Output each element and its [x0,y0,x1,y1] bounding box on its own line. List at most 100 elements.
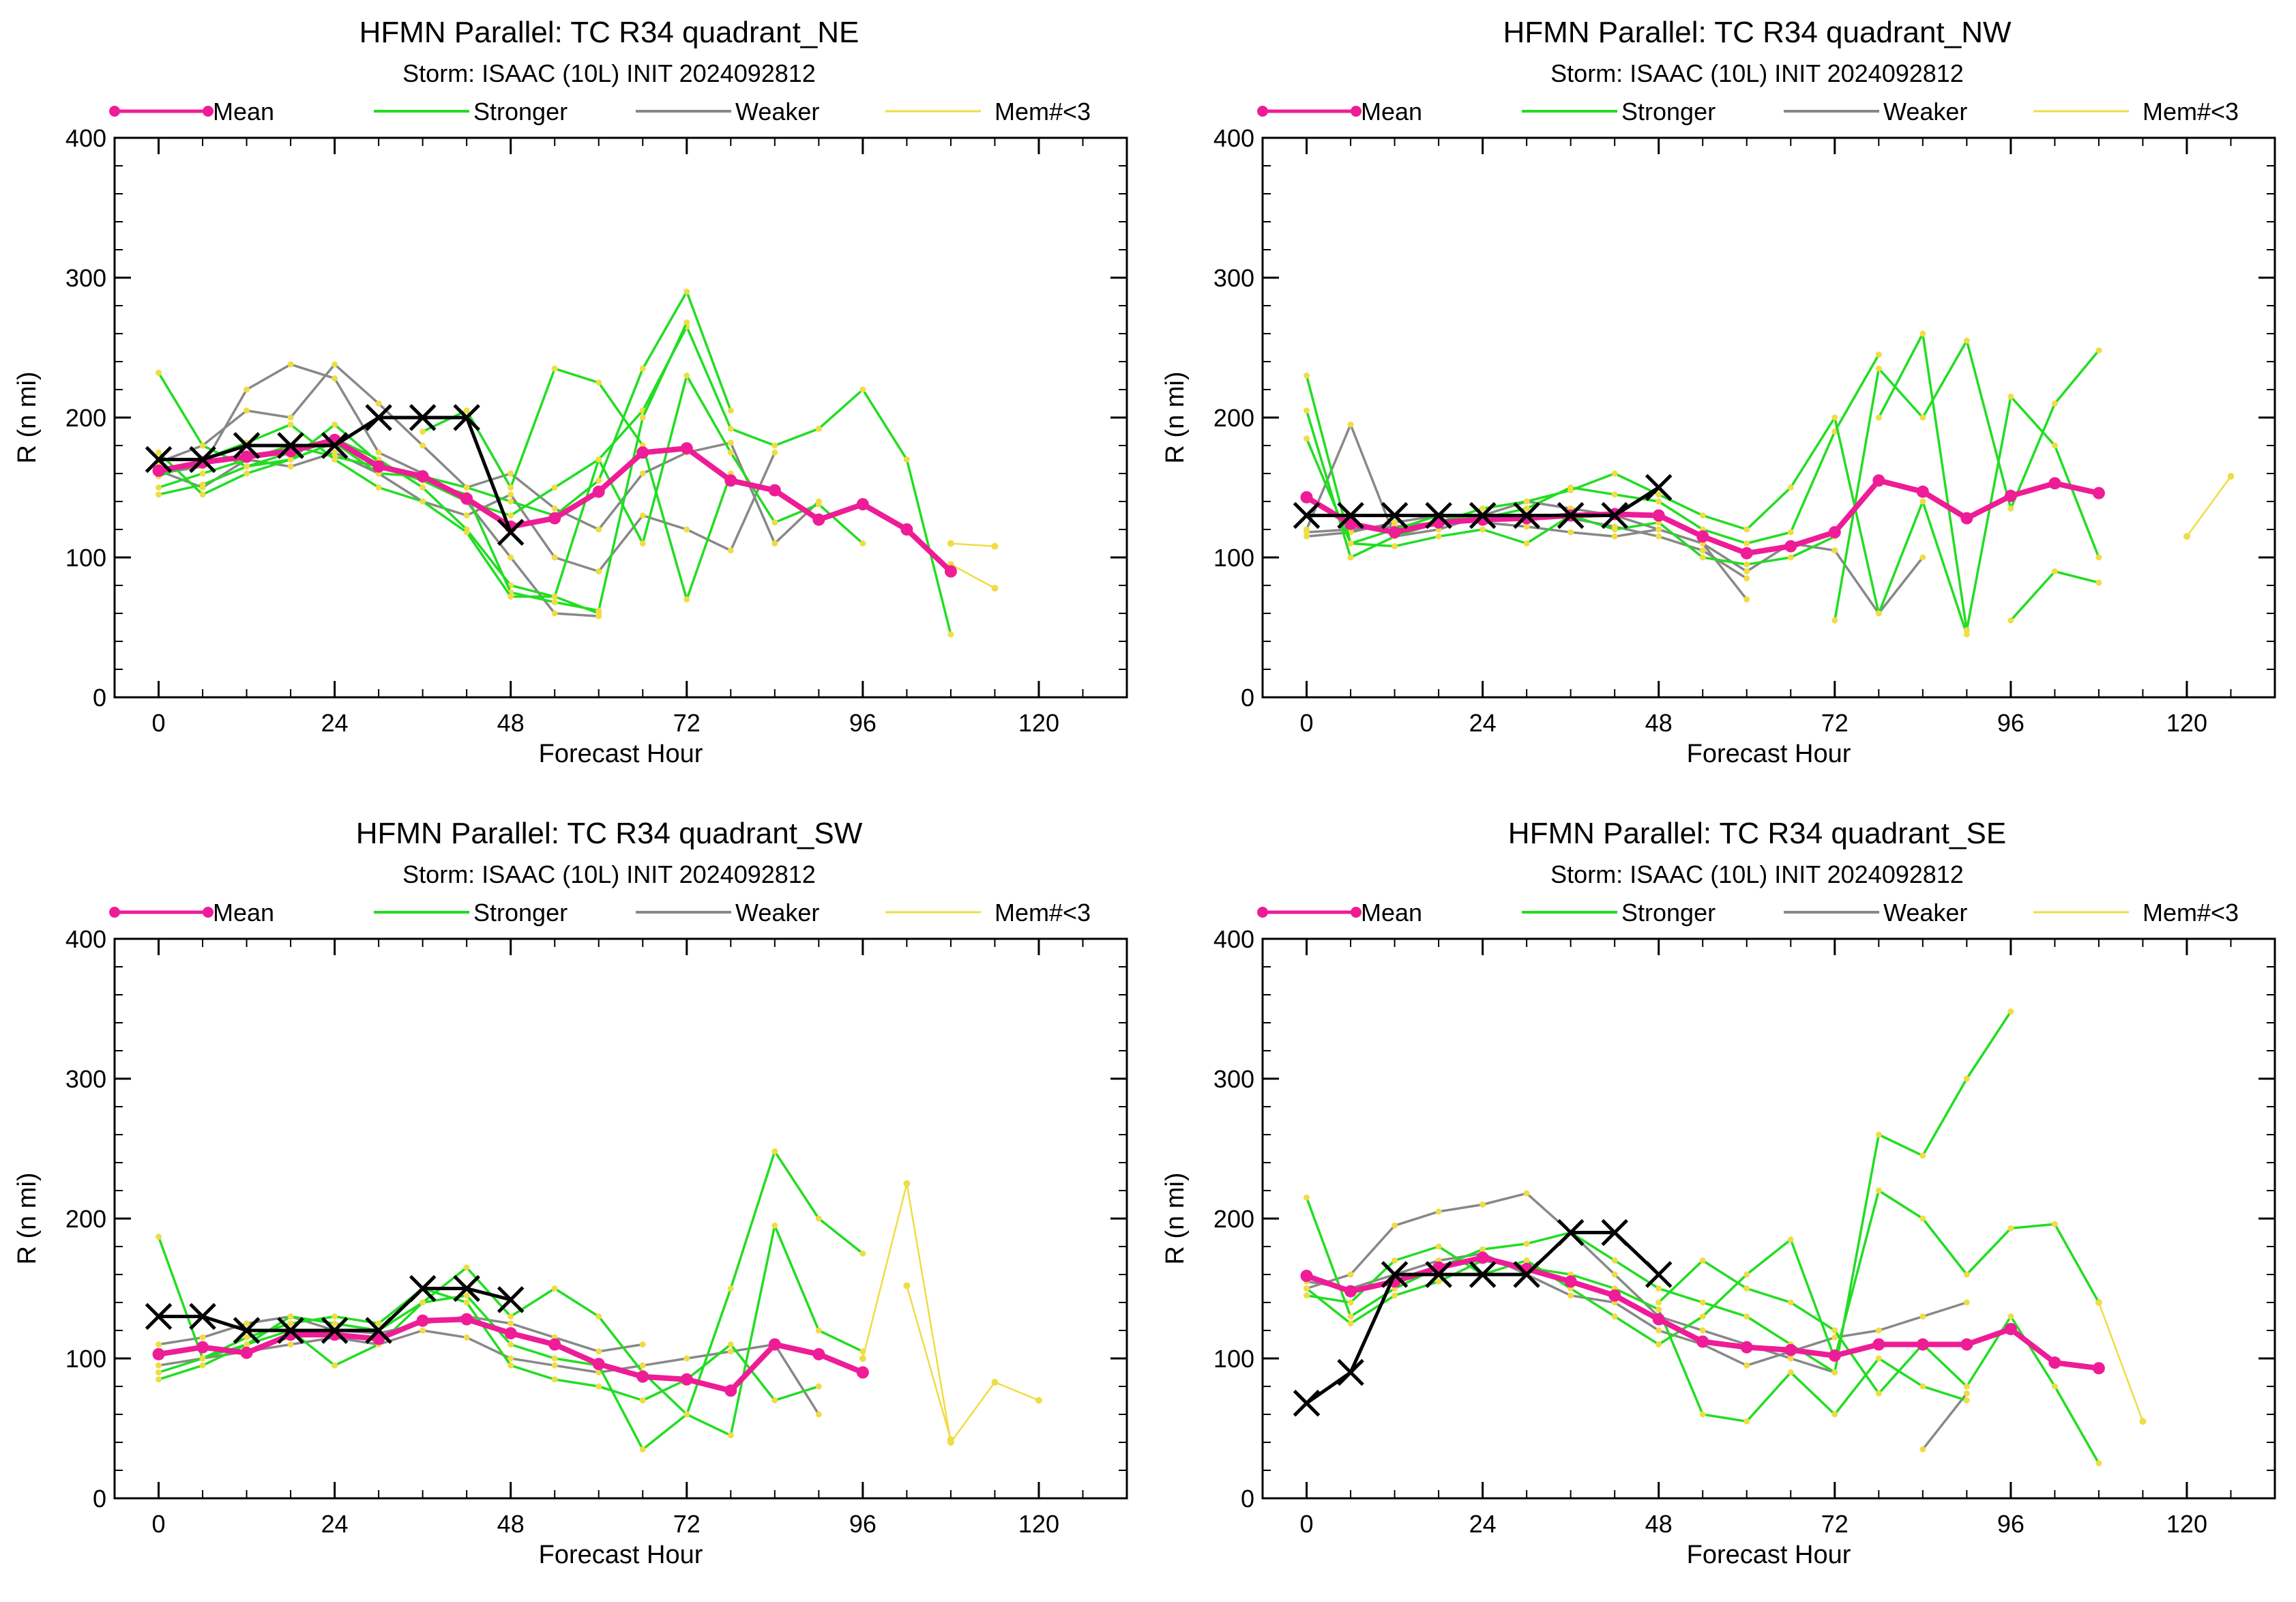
chart-0-mean-point [856,498,869,511]
chart-0-y-tick-label: 0 [93,684,106,712]
chart-0-stronger-point [595,379,602,386]
chart-3-legend-label-mean: Mean [1361,899,1422,927]
chart-1-stronger-point [2051,400,2058,407]
chart-2-legend-label-mean: Mean [213,899,274,927]
chart-3-stronger-point [1699,1299,1706,1306]
chart-0-weaker-point [244,386,250,393]
chart-2-mean-point [196,1341,209,1354]
chart-0-x-axis-label: Forecast Hour [539,740,703,768]
chart-0-weaker-point [639,470,646,477]
chart-2-legend-marker-mean [109,907,120,918]
chart-2-weaker-point [507,1355,514,1362]
panel-r34-quadrant-ne: HFMN Parallel: TC R34 quadrant_NE Storm: … [13,16,1128,768]
chart-1-stronger-point [1743,526,1750,533]
chart-0-stronger-point [507,498,514,505]
chart-1-weaker-point [1304,533,1310,540]
chart-0-observed-x-marker [145,446,173,474]
chart-3-stronger-line-4 [1658,1259,2100,1464]
chart-1-x-tick-label: 96 [1997,709,2025,737]
chart-3-weaker-point [1699,1327,1706,1334]
chart-2-mean-point [768,1338,781,1351]
chart-1-y-tick-label: 100 [1213,544,1254,572]
chart-3-stronger-point [1743,1313,1750,1320]
chart-2-stronger-point [332,1320,338,1327]
chart-3-mean-point [1960,1338,1973,1351]
chart-1-legend-label-mean: Mean [1361,98,1422,126]
chart-3-weaker-point [1347,1271,1354,1278]
chart-1-x-tick-label: 0 [1300,709,1314,737]
chart-3-stronger-point [1787,1299,1794,1306]
chart-1-legend-label-few: Mem#<3 [2143,98,2239,126]
chart-3-x-axis-label: Forecast Hour [1687,1541,1851,1569]
chart-0-weaker-point [639,512,646,519]
chart-2-stronger-point [332,1313,338,1320]
chart-1-y-tick-label: 300 [1213,264,1254,292]
chart-2-stronger-point [463,1292,470,1299]
chart-2-y-axis-label: R (n mi) [13,1172,42,1264]
chart-2-weaker-point [639,1362,646,1369]
chart-1-y-tick-label: 0 [1241,684,1254,712]
chart-0-stronger-point [420,428,426,435]
chart-2-stronger-point [463,1299,470,1306]
chart-2-few-members-point [903,1282,911,1290]
chart-1-weaker-point [1304,529,1310,536]
chart-1-legend-marker-mean [1257,106,1268,117]
chart-0-stronger-point [815,501,822,508]
chart-0-stronger-point [463,484,470,491]
chart-1-stronger-point [1568,487,1574,494]
chart-3-title: HFMN Parallel: TC R34 quadrant_SE [1508,817,2006,850]
chart-2-x-axis-label: Forecast Hour [539,1541,703,1569]
chart-2-stronger-point [244,1334,250,1341]
chart-2-stronger-point [771,1222,778,1229]
chart-3-weaker-point [1919,1446,1926,1453]
chart-0-stronger-point [507,484,514,491]
chart-1-stronger-point [1831,428,1838,435]
chart-0-weaker-point [683,526,690,533]
chart-2-mean-point [240,1346,253,1359]
chart-2-stronger-point [199,1362,206,1369]
chart-1-stronger-point [1699,512,1706,519]
chart-0-stronger-point [595,456,602,463]
chart-1-few-members-point [2227,473,2235,480]
chart-3-stronger-point [1875,1355,1882,1362]
chart-0-weaker-point [507,491,514,498]
chart-3-stronger-point [1655,1341,1662,1348]
chart-3-stronger-point [1831,1327,1838,1334]
chart-2-stronger-point [639,1397,646,1403]
chart-2-y-tick-label: 0 [93,1485,106,1513]
chart-2-x-tick-label: 120 [1018,1510,1059,1538]
chart-0-stronger-point [156,449,162,456]
chart-3-weaker-point [1743,1362,1750,1369]
chart-1-weaker-point [1743,596,1750,602]
chart-2-stronger-point [287,1320,294,1327]
chart-3-mean-point [2092,1362,2105,1375]
chart-0-few-members-point [991,542,999,550]
chart-0-weaker-point [375,400,382,407]
chart-3-y-tick-label: 400 [1213,925,1254,953]
chart-2-mean-point [152,1348,165,1360]
chart-2-y-tick-label: 200 [65,1205,106,1233]
chart-0-weaker-point [771,449,778,456]
chart-3-stronger-point [1699,1411,1706,1418]
chart-0-weaker-line-10 [158,451,776,573]
chart-2-weaker-point [727,1348,734,1355]
chart-0-weaker-point [595,568,602,574]
chart-1-stronger-point [2007,617,2014,624]
chart-0-mean-point [548,512,561,525]
chart-1-stronger-line-5 [1877,332,2100,632]
chart-0-stronger-point [859,540,866,547]
chart-2-weaker-point [507,1320,514,1327]
chart-3-stronger-point [1743,1271,1750,1278]
chart-0-stronger-point [156,369,162,376]
chart-1-stronger-line-7 [2010,570,2100,622]
chart-1-stronger-point [1787,484,1794,491]
chart-0-weaker-point [595,526,602,533]
chart-3-mean-point [1828,1349,1841,1362]
chart-0-stronger-point [551,365,558,372]
chart-0-x-tick-label: 48 [497,709,525,737]
chart-3-y-tick-label: 300 [1213,1065,1254,1093]
chart-0-mean-point [152,464,165,477]
chart-3-mean-point [1344,1285,1357,1298]
chart-1-mean-point [1828,526,1841,539]
chart-2-few-members-line-8 [906,1285,952,1440]
